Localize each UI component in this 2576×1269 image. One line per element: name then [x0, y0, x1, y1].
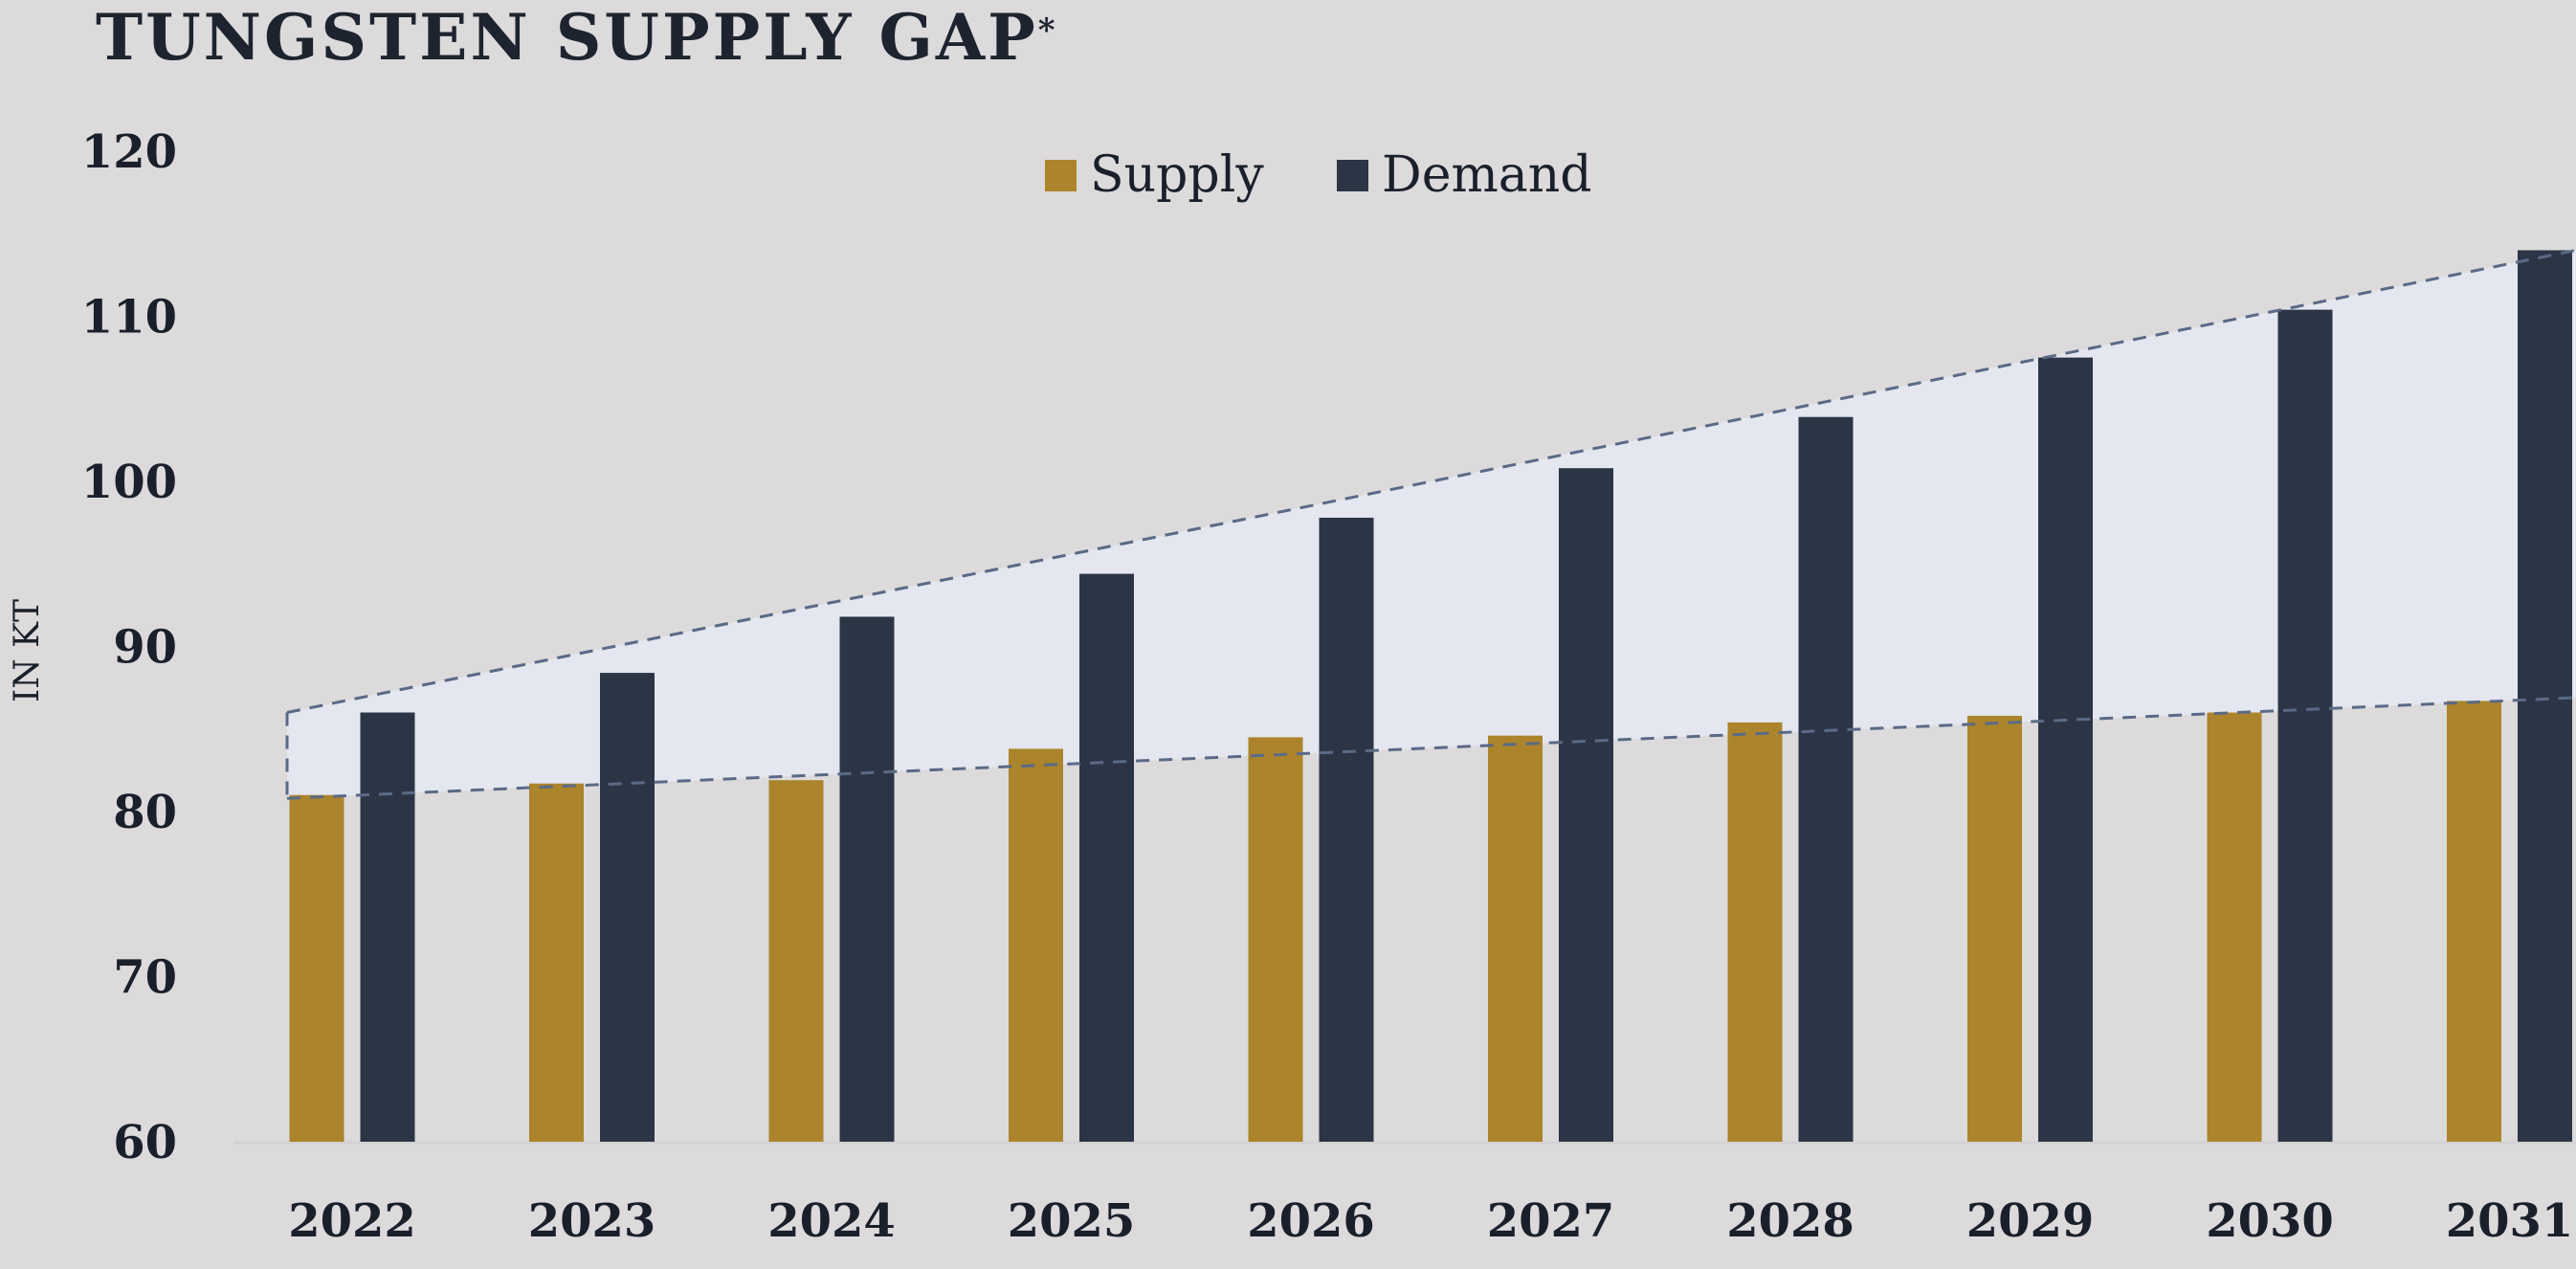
bar-demand-2023 — [600, 673, 655, 1142]
bar-demand-2031 — [2518, 250, 2572, 1142]
bar-supply-2025 — [1009, 748, 1063, 1142]
bar-demand-2029 — [2038, 357, 2093, 1142]
bar-supply-2031 — [2447, 701, 2501, 1142]
x-tick-label-2028: 2028 — [1726, 1194, 1854, 1248]
chart-title: TUNGSTEN SUPPLY GAP* — [96, 0, 1058, 75]
bar-demand-2030 — [2277, 309, 2333, 1143]
bar-demand-2027 — [1559, 468, 1613, 1142]
legend-label-demand: Demand — [1382, 146, 1592, 204]
bar-supply-2024 — [768, 780, 824, 1142]
bar-supply-2023 — [529, 783, 584, 1142]
y-tick-label-100: 100 — [81, 456, 177, 509]
x-tick-label-2023: 2023 — [528, 1194, 656, 1248]
legend-swatch-supply — [1045, 160, 1077, 191]
x-tick-label-2029: 2029 — [1966, 1194, 2095, 1248]
bar-supply-2030 — [2207, 712, 2262, 1142]
bar-supply-2026 — [1248, 737, 1303, 1142]
x-tick-label-2025: 2025 — [1008, 1194, 1136, 1248]
y-tick-label-120: 120 — [81, 125, 177, 179]
y-tick-label-60: 60 — [113, 1116, 177, 1169]
legend-swatch-demand — [1337, 160, 1368, 191]
bar-demand-2028 — [1798, 416, 1854, 1143]
bar-demand-2022 — [360, 712, 415, 1142]
supply-trend-line — [286, 696, 2576, 800]
bar-supply-2027 — [1488, 735, 1543, 1142]
x-tick-label-2026: 2026 — [1247, 1194, 1375, 1248]
y-tick-label-110: 110 — [81, 291, 177, 345]
x-tick-label-2031: 2031 — [2446, 1194, 2574, 1248]
x-tick-label-2022: 2022 — [288, 1194, 416, 1248]
chart-title-text: TUNGSTEN SUPPLY GAP — [96, 0, 1038, 75]
y-tick-label-80: 80 — [113, 786, 177, 839]
bar-demand-2026 — [1319, 517, 1374, 1142]
bar-demand-2025 — [1079, 573, 1134, 1142]
bar-demand-2024 — [839, 616, 895, 1142]
x-tick-label-2024: 2024 — [767, 1194, 896, 1248]
legend-label-supply: Supply — [1090, 146, 1264, 204]
y-tick-label-70: 70 — [113, 951, 177, 1005]
bar-supply-2029 — [1967, 715, 2022, 1142]
y-axis-label: IN KT — [8, 599, 47, 702]
x-tick-label-2027: 2027 — [1487, 1194, 1615, 1248]
x-tick-label-2030: 2030 — [2206, 1194, 2334, 1248]
bar-supply-2028 — [1727, 722, 1783, 1142]
y-tick-label-90: 90 — [113, 621, 177, 675]
bar-supply-2022 — [289, 794, 344, 1142]
title-footnote-marker: * — [1037, 11, 1058, 50]
